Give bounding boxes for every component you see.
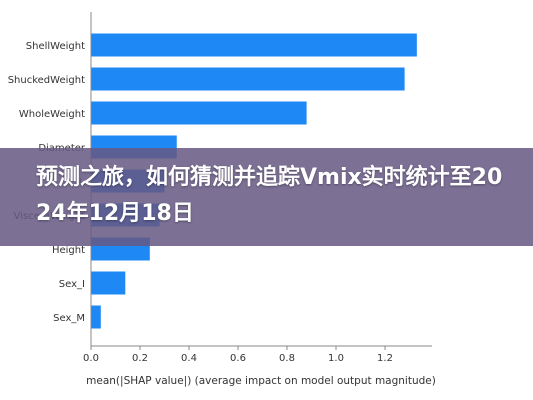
x-tick-label: 1.0 (328, 353, 344, 364)
y-tick-label-sex-m: Sex_M (53, 313, 85, 324)
bar-wholeweight (91, 101, 307, 125)
x-tick-label: 0.8 (279, 353, 295, 364)
y-tick-label-height: Height (52, 245, 85, 256)
x-tick-label: 1.2 (377, 353, 393, 364)
bar-sex-m (91, 305, 101, 329)
bar-shuckedweight (91, 67, 405, 91)
y-tick-label-shuckedweight: ShuckedWeight (8, 75, 85, 86)
title-banner: 预测之旅，如何猜测并追踪Vmix实时统计至2024年12月18日 (0, 148, 533, 246)
bars-group (91, 33, 417, 329)
y-tick-label-sex-i: Sex_I (59, 279, 85, 290)
banner-title: 预测之旅，如何猜测并追踪Vmix实时统计至2024年12月18日 (36, 165, 503, 226)
x-tick-label: 0.0 (83, 353, 99, 364)
x-ticks: 0.0 0.2 0.4 0.6 0.8 1.0 1.2 (83, 346, 393, 364)
bar-shellweight (91, 33, 417, 57)
x-tick-label: 0.6 (230, 353, 246, 364)
x-tick-label: 0.4 (181, 353, 197, 364)
bar-sex-i (91, 271, 126, 295)
y-tick-label-shellweight: ShellWeight (26, 41, 85, 52)
x-axis-label: mean(|SHAP value|) (average impact on mo… (86, 375, 436, 387)
y-tick-label-wholeweight: WholeWeight (19, 109, 85, 120)
x-tick-label: 0.2 (132, 353, 148, 364)
